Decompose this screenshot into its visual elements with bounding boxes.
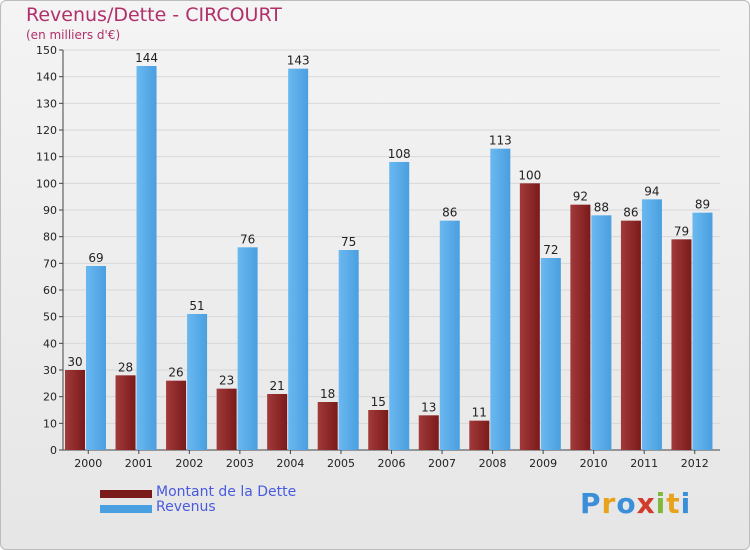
x-tick-label: 2005 (327, 457, 355, 470)
bar-debt (469, 420, 490, 450)
logo-letter: i (680, 487, 692, 520)
x-tick-label: 2006 (378, 457, 406, 470)
bar-revenue (389, 162, 410, 450)
data-label: 75 (341, 235, 356, 249)
y-tick-label: 150 (36, 44, 57, 57)
x-tick-label: 2009 (529, 457, 557, 470)
y-tick-label: 120 (36, 124, 57, 137)
bar-debt (65, 370, 85, 450)
logo-letter: x (636, 487, 656, 520)
x-tick-label: 2001 (125, 457, 153, 470)
bar-debt (267, 394, 288, 450)
x-tick-label: 2011 (630, 457, 658, 470)
data-label: 23 (219, 374, 234, 388)
y-tick-label: 110 (36, 151, 57, 164)
data-label: 76 (240, 232, 255, 246)
legend-label-debt: Montant de la Dette (156, 484, 297, 500)
y-tick-label: 140 (36, 71, 57, 84)
data-label: 15 (371, 395, 386, 409)
x-tick-label: 2010 (580, 457, 608, 470)
data-label: 88 (594, 200, 609, 214)
bar-debt (115, 375, 136, 450)
data-label: 30 (67, 355, 82, 369)
bar-debt (166, 380, 187, 450)
data-label: 21 (270, 379, 285, 393)
y-tick-label: 60 (43, 284, 57, 297)
data-label: 79 (674, 224, 689, 238)
bar-revenue (641, 199, 662, 450)
proxiti-logo: Proxiti (580, 487, 691, 520)
bar-revenue (187, 314, 208, 450)
bar-debt (519, 183, 540, 451)
y-tick-label: 40 (43, 337, 57, 350)
bar-revenue (540, 258, 561, 450)
bar-debt (216, 388, 237, 450)
data-label: 18 (320, 387, 335, 401)
data-label: 11 (472, 406, 487, 420)
y-tick-label: 90 (43, 204, 57, 217)
data-label: 86 (442, 206, 457, 220)
x-tick-label: 2012 (681, 457, 709, 470)
data-label: 143 (287, 54, 310, 68)
data-label: 89 (695, 198, 710, 212)
bar-debt (671, 239, 692, 450)
bar-revenue (136, 66, 157, 450)
y-tick-label: 50 (43, 311, 57, 324)
data-label: 51 (189, 299, 204, 313)
x-tick-label: 2008 (479, 457, 507, 470)
data-label: 26 (168, 366, 183, 380)
data-label: 13 (421, 400, 436, 414)
y-tick-label: 0 (50, 444, 57, 457)
data-label: 72 (543, 243, 558, 257)
bar-revenue (237, 247, 258, 450)
bar-debt (570, 204, 591, 450)
data-label: 144 (135, 51, 158, 65)
y-tick-label: 130 (36, 97, 57, 110)
legend-swatch-revenue (100, 505, 152, 513)
data-label: 92 (573, 190, 588, 204)
y-tick-label: 20 (43, 391, 57, 404)
logo-letter: t (666, 487, 681, 520)
bar-revenue (338, 250, 359, 450)
bar-debt (317, 402, 338, 450)
data-label: 94 (644, 184, 659, 198)
legend-label-revenue: Revenus (156, 499, 216, 515)
x-tick-label: 2003 (226, 457, 254, 470)
bar-debt (418, 415, 439, 450)
bar-revenue (86, 266, 106, 450)
bar-debt (620, 220, 641, 450)
y-tick-label: 30 (43, 364, 57, 377)
data-label: 69 (88, 251, 103, 265)
bar-revenue (490, 148, 511, 450)
chart-title: Revenus/Dette - CIRCOURT (26, 4, 282, 26)
legend-swatch-debt (100, 490, 152, 498)
bar-revenue (288, 68, 309, 451)
logo-letter: o (616, 487, 637, 520)
logo-letter: r (601, 487, 617, 520)
y-tick-label: 80 (43, 231, 57, 244)
x-tick-label: 2002 (175, 457, 203, 470)
y-tick-label: 70 (43, 257, 57, 270)
y-tick-label: 100 (36, 177, 57, 190)
chart-subtitle: (en milliers d'€) (26, 28, 121, 42)
x-tick-label: 2004 (276, 457, 304, 470)
logo-letter: P (580, 487, 602, 520)
data-label: 108 (388, 147, 411, 161)
x-tick-label: 2007 (428, 457, 456, 470)
data-label: 86 (623, 206, 638, 220)
x-tick-label: 2000 (74, 457, 102, 470)
bar-revenue (591, 215, 612, 450)
bar-revenue (439, 220, 460, 450)
data-label: 113 (489, 134, 512, 148)
bar-debt (368, 410, 389, 450)
data-label: 28 (118, 360, 133, 374)
y-tick-label: 10 (43, 417, 57, 430)
bar-revenue (692, 212, 713, 450)
data-label: 100 (518, 168, 541, 182)
logo-letter: i (655, 487, 667, 520)
